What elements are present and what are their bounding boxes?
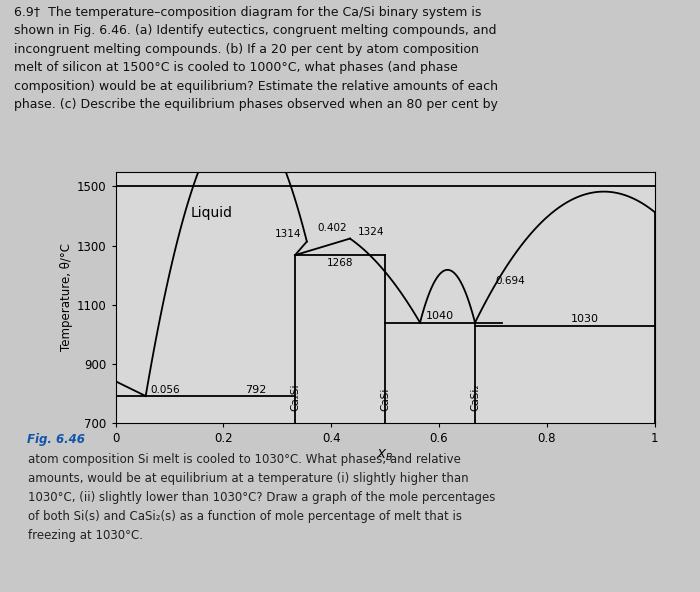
Text: 1030: 1030 [570, 314, 598, 324]
Text: 1040: 1040 [426, 311, 454, 321]
Text: 1268: 1268 [327, 258, 354, 268]
Text: CaSi: CaSi [380, 388, 390, 411]
Text: 1314: 1314 [275, 229, 302, 239]
Text: 6.9†  The temperature–composition diagram for the Ca/Si binary system is
shown i: 6.9† The temperature–composition diagram… [14, 6, 498, 111]
Text: Ca₂Si: Ca₂Si [290, 384, 300, 411]
Text: 0.694: 0.694 [495, 276, 525, 286]
Text: 0.402: 0.402 [317, 223, 347, 233]
Text: 0.056: 0.056 [150, 385, 180, 394]
Text: atom composition Si melt is cooled to 1030°C. What phases, and relative
amounts,: atom composition Si melt is cooled to 10… [27, 453, 495, 542]
Text: Fig. 6.46: Fig. 6.46 [27, 433, 85, 446]
Text: CaSi₂: CaSi₂ [470, 384, 480, 411]
Text: 792: 792 [245, 385, 266, 395]
Y-axis label: Temperature, θ/°C: Temperature, θ/°C [60, 243, 73, 352]
Text: 1324: 1324 [358, 227, 384, 237]
X-axis label: $X_B$: $X_B$ [377, 448, 393, 463]
Text: Liquid: Liquid [191, 206, 233, 220]
